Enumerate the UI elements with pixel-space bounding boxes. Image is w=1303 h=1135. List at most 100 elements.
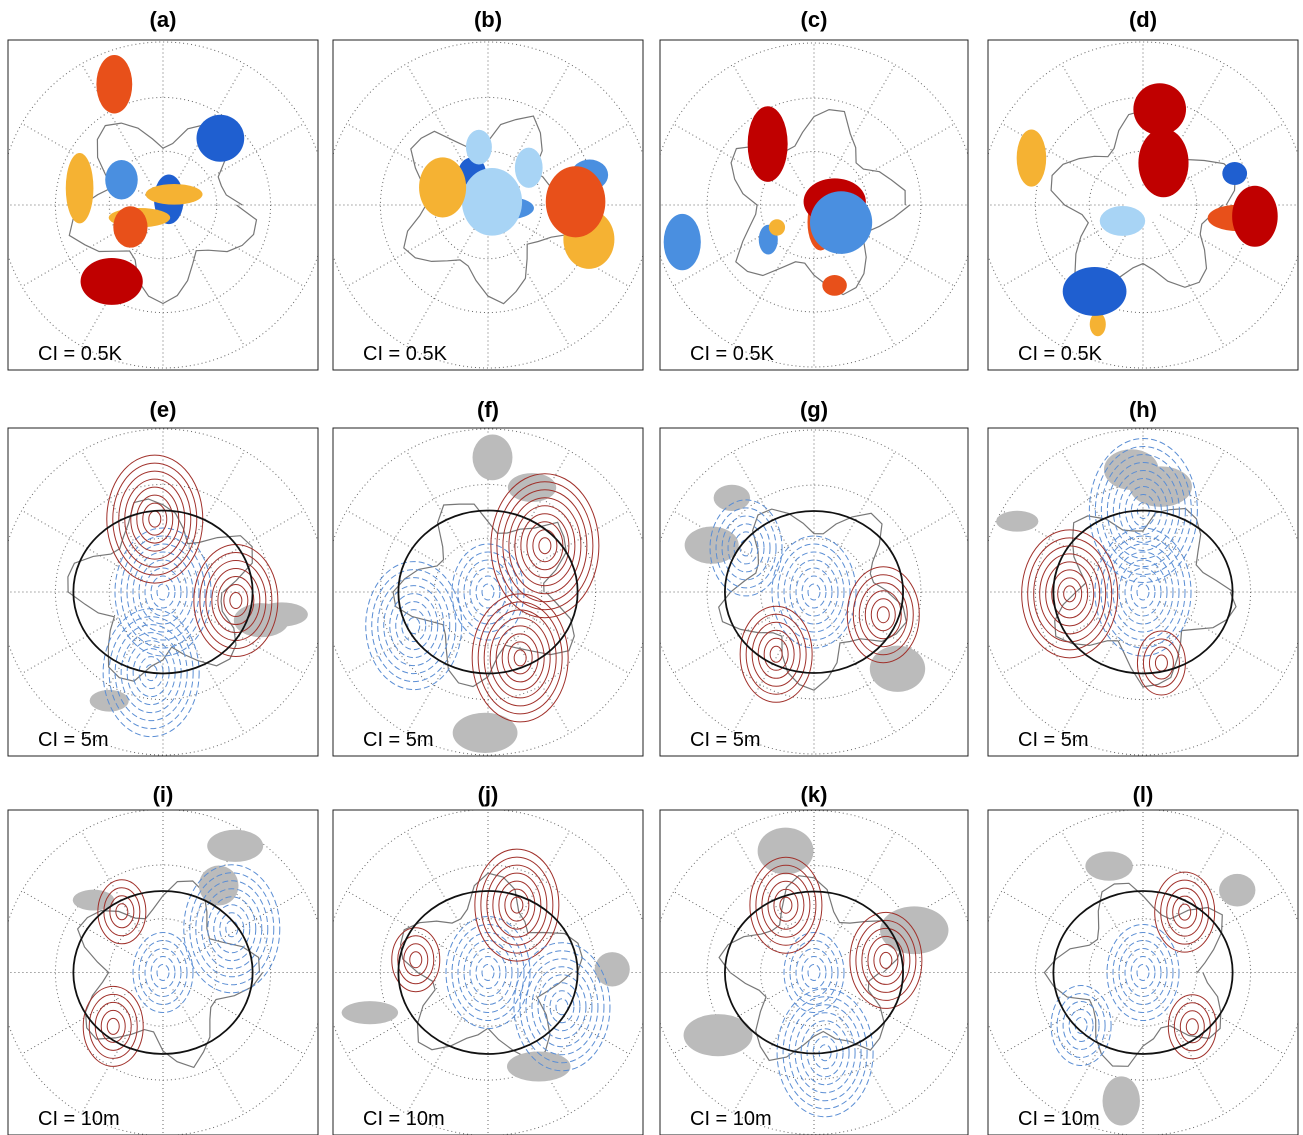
contour [482, 584, 494, 600]
contour [113, 463, 197, 575]
contour [762, 873, 810, 937]
contour [538, 975, 586, 1039]
anomaly-patch [81, 258, 143, 305]
contour [509, 498, 581, 594]
coastline [1055, 509, 1236, 687]
graticule [1035, 484, 1250, 699]
contour [157, 584, 169, 600]
contour [139, 941, 187, 1005]
contour [95, 1002, 131, 1050]
contour [484, 610, 556, 706]
graticule [652, 811, 976, 1135]
anomaly-patch [810, 191, 872, 254]
contour-interval: CI = 10m [38, 1108, 120, 1130]
significance-shade [1103, 1076, 1140, 1125]
contour [1125, 568, 1161, 616]
contour [1131, 957, 1155, 989]
map-panel [325, 42, 651, 368]
map-content [0, 429, 326, 755]
map-content [325, 810, 651, 1135]
contour [1174, 1003, 1210, 1051]
map-content [652, 43, 976, 367]
map-content [980, 42, 1303, 368]
map-panel [0, 42, 326, 368]
contour-interval: CI = 5m [38, 729, 109, 751]
contour-interval: CI = 5m [363, 729, 434, 751]
map-panel [325, 429, 651, 755]
contour [157, 965, 169, 981]
contour [520, 951, 604, 1063]
anomaly-patch [146, 184, 203, 205]
map-content [0, 42, 326, 368]
contour [378, 578, 450, 674]
significance-shade [1085, 851, 1132, 880]
contour [98, 880, 146, 944]
graticule [980, 810, 1303, 1135]
anomaly-patch [105, 160, 138, 199]
contour [544, 983, 580, 1031]
contour [482, 965, 494, 981]
contour [503, 490, 587, 602]
map-panel [652, 430, 976, 754]
contour [139, 560, 187, 624]
contour [1040, 554, 1100, 634]
contour [478, 602, 562, 714]
contour [1125, 949, 1161, 997]
anomaly-patch [197, 115, 245, 162]
graticule [1089, 919, 1197, 1027]
anomaly-patch [546, 166, 606, 237]
contour [1051, 985, 1111, 1065]
graticule [1153, 222, 1225, 346]
contour [151, 576, 175, 608]
contour [481, 857, 553, 953]
significance-shade [870, 646, 925, 692]
contour-interval: CI = 0.5K [1018, 343, 1103, 365]
coastline [68, 499, 252, 681]
graticule [1002, 891, 1126, 963]
graticule [674, 602, 797, 673]
contour [539, 538, 551, 554]
contour [1137, 584, 1149, 600]
contour [452, 544, 524, 640]
panel-label: (k) [801, 782, 828, 807]
graticule [824, 65, 895, 188]
contour [121, 536, 205, 648]
graticule [831, 511, 954, 582]
panel-label: (h) [1129, 397, 1157, 422]
contour [493, 873, 541, 937]
anomaly-patch [96, 55, 132, 113]
contour-interval: CI = 10m [1018, 1108, 1100, 1130]
contour [149, 511, 161, 527]
significance-shade [453, 713, 518, 753]
contour [143, 503, 167, 535]
contour [1143, 639, 1179, 687]
contour [151, 957, 175, 989]
map-panel [652, 811, 976, 1135]
contour [202, 889, 262, 969]
contour [802, 957, 826, 989]
contour [127, 544, 199, 640]
contour [1119, 941, 1167, 1005]
contour [502, 634, 538, 682]
graticule [347, 511, 471, 583]
anomaly-patch [466, 130, 492, 165]
significance-shade [1219, 874, 1255, 907]
anomaly-patch [462, 168, 522, 236]
graticule [0, 810, 326, 1135]
panel-label: (l) [1133, 782, 1154, 807]
contour [1107, 925, 1179, 1021]
zero-contour [398, 511, 577, 674]
contour [470, 949, 506, 997]
significance-shade [90, 690, 129, 712]
panel-label: (d) [1129, 7, 1157, 32]
contour [802, 576, 826, 608]
map-panel [325, 810, 651, 1135]
anomaly-patch [748, 106, 788, 182]
contour [790, 941, 838, 1005]
contour [772, 536, 856, 648]
anomaly-patch [419, 157, 466, 217]
panel-label: (a) [150, 7, 177, 32]
map-content [0, 810, 326, 1135]
contour [366, 562, 462, 690]
panel-label: (j) [478, 782, 499, 807]
